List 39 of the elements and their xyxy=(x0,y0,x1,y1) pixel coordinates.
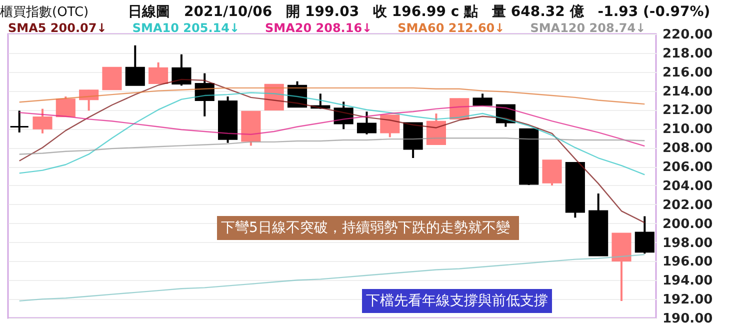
candlestick xyxy=(172,53,192,87)
candlestick xyxy=(125,44,145,86)
y-tick-label: 202.00 xyxy=(662,198,713,213)
candlestick xyxy=(56,95,76,118)
candlestick xyxy=(634,215,654,255)
y-tick-label: 194.00 xyxy=(662,274,713,289)
candlestick xyxy=(426,112,446,146)
candlestick xyxy=(380,114,400,138)
y-tick-label: 200.00 xyxy=(662,216,713,232)
y-tick-label: 214.00 xyxy=(662,84,713,100)
annotation: 下彎5日線不突破，持續弱勢下跌的走勢就不變 xyxy=(221,220,510,236)
text: SMA5 200.07↓ xyxy=(8,21,107,35)
candlestick xyxy=(10,110,30,134)
y-tick-label: 196.00 xyxy=(662,254,713,270)
y-tick-label: 210.00 xyxy=(662,122,713,138)
text: SMA120 208.74↓ xyxy=(530,21,646,35)
candlestick xyxy=(148,61,168,84)
annotation: 下檔先看年線支撐與前低支撐 xyxy=(366,293,548,309)
chart-title: 櫃買指數(OTC) xyxy=(0,5,89,20)
y-tick-label: 204.00 xyxy=(662,178,713,194)
candlestick xyxy=(32,108,52,134)
y-tick-label: 218.00 xyxy=(662,46,713,62)
y-tick-label: 190.00 xyxy=(662,312,713,324)
text: SMA60 212.60↓ xyxy=(398,21,505,35)
y-tick-label: 220.00 xyxy=(662,28,713,42)
candlestick xyxy=(102,66,122,90)
chart-subtitle: 日線圖 2021/10/06 開 199.03 收 196.99 c 點 量 648.32 億 -1.93 (-0.97%) xyxy=(128,3,710,20)
candlestick xyxy=(542,159,562,186)
y-tick-label: 212.00 xyxy=(662,103,713,118)
y-tick-label: 216.00 xyxy=(662,65,713,80)
line-series xyxy=(18,138,646,155)
y-tick-label: 206.00 xyxy=(662,160,713,176)
candlestick xyxy=(472,92,492,106)
text: SMA10 205.14↓ xyxy=(132,21,240,35)
y-tick-label: 208.00 xyxy=(662,141,713,156)
y-tick-label: 192.00 xyxy=(662,292,713,308)
candlestick xyxy=(356,110,377,136)
text: SMA20 208.16↓ xyxy=(265,21,372,35)
y-tick-label: 198.00 xyxy=(662,236,713,251)
